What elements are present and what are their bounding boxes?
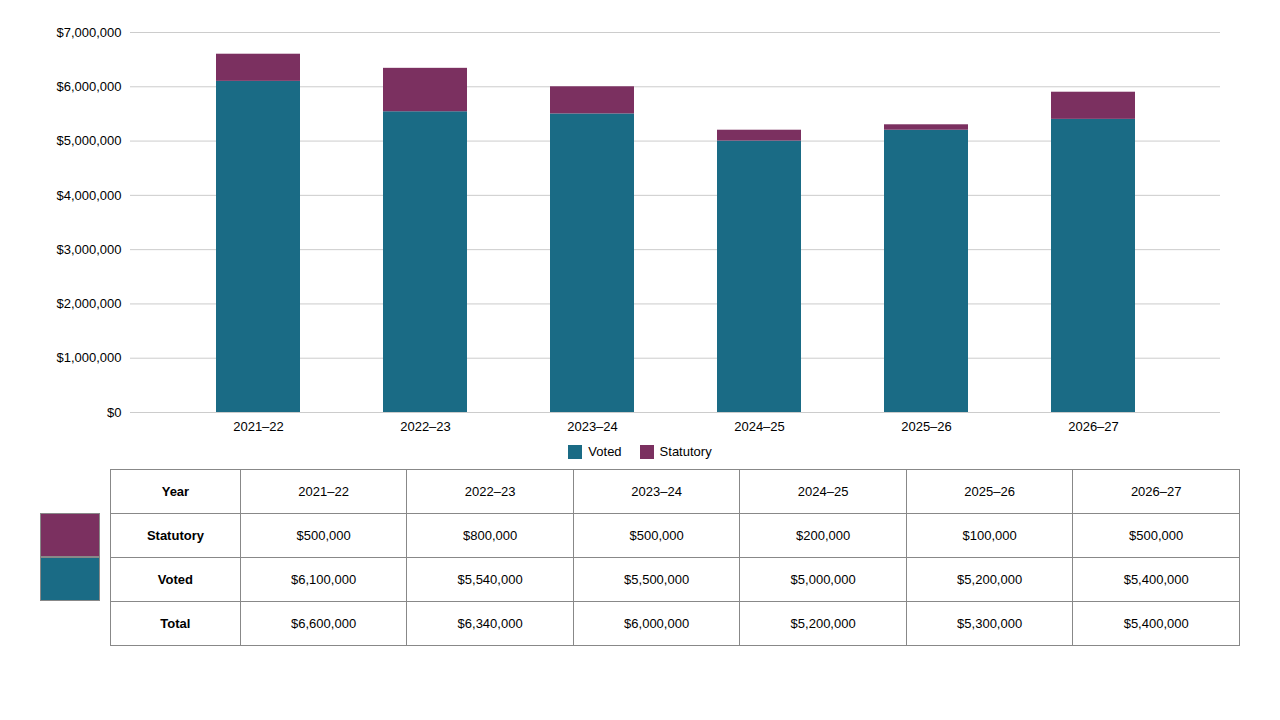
svg-text:$5,000,000: $5,000,000 xyxy=(56,133,121,148)
svg-text:2022–23: 2022–23 xyxy=(400,419,451,434)
html-text:$5,540,000: $5,540,000 xyxy=(457,572,523,587)
html-text:$800,000: $800,000 xyxy=(463,528,518,543)
html-text:2021–22: 2021–22 xyxy=(298,484,349,499)
html-text:$6,340,000: $6,340,000 xyxy=(457,616,523,631)
svg-text:2023–24: 2023–24 xyxy=(567,419,618,434)
html-text:2022–23: 2022–23 xyxy=(464,484,516,499)
html-text:Total: Total xyxy=(160,616,191,631)
html-text:$6,100,000: $6,100,000 xyxy=(291,572,357,587)
svg-text:$3,000,000: $3,000,000 xyxy=(56,242,121,257)
html-text:$5,200,000: $5,200,000 xyxy=(790,616,856,631)
html-text:2025–26: 2025–26 xyxy=(964,484,1015,499)
svg-text:2021–22: 2021–22 xyxy=(233,419,284,434)
html-text:$200,000: $200,000 xyxy=(796,528,851,543)
svg-text:$6,000,000: $6,000,000 xyxy=(56,79,121,94)
svg-text:$7,000,000: $7,000,000 xyxy=(56,25,121,40)
html-text:Statutory: Statutory xyxy=(146,528,204,543)
html-text:2023–24: 2023–24 xyxy=(631,484,682,499)
svg-text:$4,000,000: $4,000,000 xyxy=(56,188,121,203)
html-text:$5,000,000: $5,000,000 xyxy=(790,572,856,587)
html-text:$6,600,000: $6,600,000 xyxy=(291,616,357,631)
html-text:$5,500,000: $5,500,000 xyxy=(624,572,690,587)
html-text:$5,400,000: $5,400,000 xyxy=(1123,616,1189,631)
svg-text:$1,000,000: $1,000,000 xyxy=(56,350,121,365)
html-text:$500,000: $500,000 xyxy=(629,528,684,543)
svg-text:2025–26: 2025–26 xyxy=(901,419,952,434)
html-text:$5,200,000: $5,200,000 xyxy=(957,572,1023,587)
svg-text:2024–25: 2024–25 xyxy=(734,419,785,434)
html-text:Year: Year xyxy=(161,484,190,499)
html-text:Voted: Voted xyxy=(157,572,193,587)
html-text:$5,400,000: $5,400,000 xyxy=(1123,572,1189,587)
svg-text:2026–27: 2026–27 xyxy=(1068,419,1119,434)
html-text:$6,000,000: $6,000,000 xyxy=(624,616,690,631)
html-text:$500,000: $500,000 xyxy=(296,528,351,543)
html-text:$100,000: $100,000 xyxy=(962,528,1017,543)
svg-text:$0: $0 xyxy=(107,405,121,420)
html-text:Statutory: Statutory xyxy=(659,444,712,459)
html-text:$5,300,000: $5,300,000 xyxy=(957,616,1023,631)
svg-text:$2,000,000: $2,000,000 xyxy=(56,296,121,311)
html-text:$500,000: $500,000 xyxy=(1129,528,1184,543)
html-text:2024–25: 2024–25 xyxy=(797,484,849,499)
html-text:Voted: Voted xyxy=(588,444,622,459)
html-text:2026–27: 2026–27 xyxy=(1130,484,1182,499)
